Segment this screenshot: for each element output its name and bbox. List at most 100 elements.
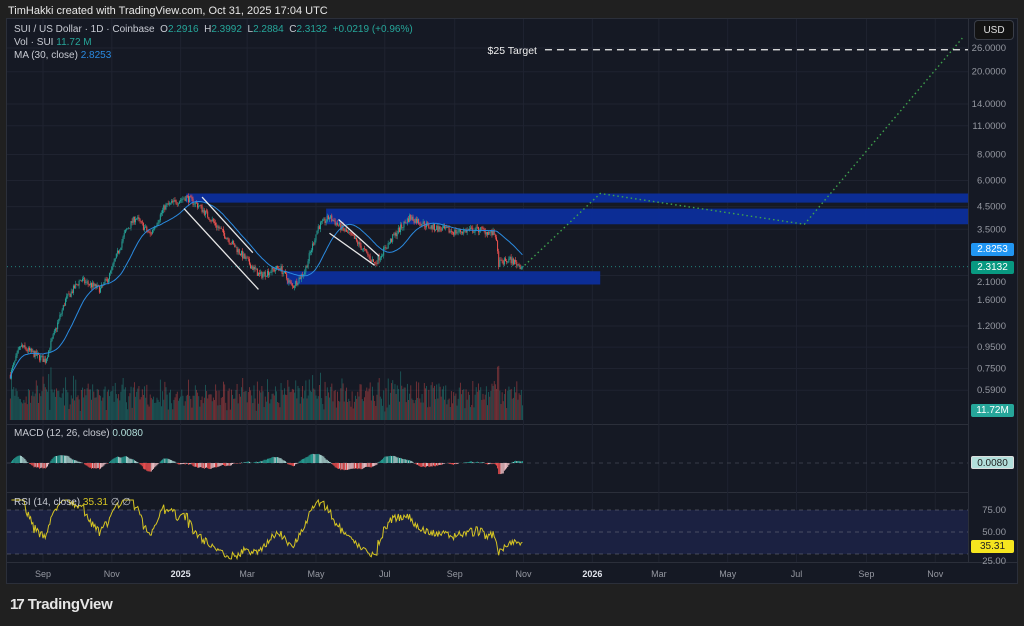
volume-bar <box>256 381 258 420</box>
macd-histogram-bar <box>357 463 359 470</box>
macd-histogram-bar <box>177 463 179 465</box>
symbol-title[interactable]: SUI / US Dollar · 1D · Coinbase <box>14 24 155 35</box>
macd-histogram-bar <box>45 463 47 468</box>
macd-legend[interactable]: MACD (12, 26, close) 0.0080 <box>14 428 143 439</box>
macd-histogram-bar <box>66 455 68 463</box>
candle-body <box>503 258 505 265</box>
currency-button[interactable]: USD <box>974 20 1014 40</box>
macd-histogram-bar <box>339 463 341 469</box>
volume-bar <box>215 384 217 420</box>
price-tick-label: 26.0000 <box>972 43 1006 54</box>
macd-histogram-bar <box>124 456 126 463</box>
macd-histogram-bar <box>273 457 275 463</box>
volume-bar <box>481 399 483 420</box>
candle-body <box>418 219 420 224</box>
macd-histogram-bar <box>208 463 210 469</box>
volume-bar <box>106 391 108 420</box>
candle-body <box>271 267 273 273</box>
macd-histogram-bar <box>216 463 218 468</box>
candle-body <box>463 230 465 234</box>
macd-histogram-bar <box>520 461 522 463</box>
macd-histogram-bar <box>368 463 370 467</box>
rsi-tick-label: 50.00 <box>982 527 1006 538</box>
macd-histogram-bar <box>514 461 515 463</box>
macd-histogram-bar <box>140 463 142 466</box>
volume-bar <box>467 391 469 420</box>
x-tick-label: Jul <box>379 569 391 579</box>
volume-bar <box>142 394 144 420</box>
volume-bar <box>202 403 204 420</box>
low-value: 2.2884 <box>253 24 284 35</box>
macd-histogram-bar <box>58 455 60 463</box>
candle-body <box>366 249 368 253</box>
macd-histogram-bar <box>497 463 499 469</box>
candle-body <box>132 216 134 223</box>
volume-bar <box>291 388 293 420</box>
volume-bar <box>48 374 50 420</box>
volume-bar <box>75 379 77 420</box>
volume-legend[interactable]: Vol · SUI 11.72 M <box>14 37 92 48</box>
candle-body <box>380 255 382 258</box>
x-tick-label: Nov <box>927 569 944 579</box>
candle-body <box>394 232 396 236</box>
macd-histogram-bar <box>343 463 345 471</box>
candle-body <box>184 198 186 202</box>
volume-bar <box>110 391 112 420</box>
candle-body <box>28 347 30 351</box>
macd-histogram-bar <box>239 463 241 464</box>
x-tick-label: Nov <box>516 569 533 579</box>
volume-bar <box>262 391 264 420</box>
volume-bar <box>405 402 407 420</box>
ma-legend[interactable]: MA (30, close) 2.8253 <box>14 50 111 61</box>
macd-histogram-bar <box>104 463 106 465</box>
candle-body <box>345 229 347 232</box>
macd-histogram-bar <box>221 463 223 465</box>
candle-body <box>288 280 290 283</box>
tradingview-logo[interactable]: 17 TradingView <box>10 596 113 613</box>
x-tick-label: 2025 <box>171 569 191 579</box>
candle-body <box>129 228 131 229</box>
volume-bar <box>156 397 158 420</box>
candle-body <box>282 272 284 274</box>
candle-body <box>78 281 80 286</box>
candle-body <box>144 227 146 230</box>
candle-body <box>448 227 450 233</box>
volume-bar <box>25 396 27 420</box>
candle-body <box>286 273 288 279</box>
macd-histogram-bar <box>502 463 504 474</box>
volume-bar <box>119 400 121 420</box>
volume-bar <box>112 386 114 420</box>
macd-histogram-bar <box>24 458 26 463</box>
macd-histogram-bar <box>327 460 329 463</box>
rsi-legend[interactable]: RSI (14, close) 35.31 ∅ ∅ <box>14 497 131 508</box>
macd-histogram-bar <box>191 463 193 465</box>
macd-histogram-bar <box>193 463 195 467</box>
volume-bar <box>337 391 338 420</box>
macd-histogram-bar <box>347 463 349 470</box>
macd-histogram-bar <box>393 455 395 463</box>
macd-histogram-bar <box>32 463 34 466</box>
volume-bar <box>332 401 334 420</box>
macd-histogram-bar <box>277 457 279 463</box>
macd-histogram-bar <box>150 463 152 472</box>
macd-histogram-bar <box>147 463 149 472</box>
macd-histogram-bar <box>476 461 478 463</box>
candle-body <box>396 233 398 237</box>
volume-bar <box>35 380 37 420</box>
macd-histogram-bar <box>135 460 136 463</box>
macd-histogram-bar <box>308 455 310 463</box>
candle-body <box>483 228 485 230</box>
volume-bar <box>307 395 309 420</box>
candle-body <box>100 288 102 293</box>
macd-histogram-bar <box>401 458 403 463</box>
candle-body <box>260 271 262 275</box>
macd-histogram-bar <box>146 463 148 471</box>
volume-bar <box>197 392 199 420</box>
chart-frame[interactable] <box>6 18 1018 584</box>
macd-histogram-bar <box>110 460 112 463</box>
volume-bar <box>300 396 302 420</box>
candle-body <box>168 202 170 205</box>
macd-histogram-bar <box>112 458 114 463</box>
macd-histogram-bar <box>486 463 488 465</box>
